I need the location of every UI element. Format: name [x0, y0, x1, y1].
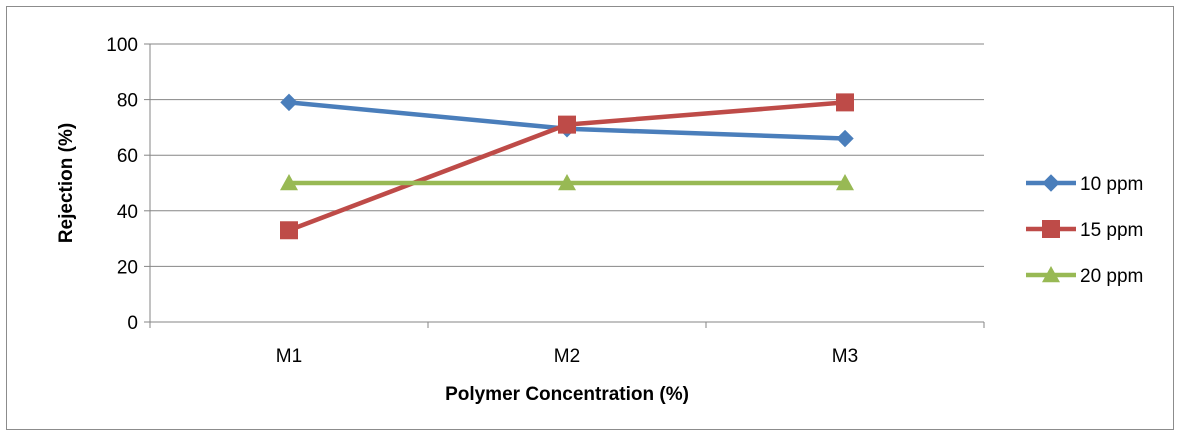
- legend-swatch-marker: [1042, 220, 1060, 238]
- x-axis-title: Polymer Concentration (%): [445, 384, 689, 405]
- legend-label: 20 ppm: [1080, 266, 1143, 287]
- x-tick-label-m3: M3: [832, 346, 858, 367]
- y-tick-label: 100: [106, 35, 138, 56]
- x-tick-label-m2: M2: [554, 346, 580, 367]
- series-20-ppm: [280, 174, 854, 191]
- chart-frame: [6, 6, 1174, 430]
- gridlines: [150, 43, 984, 267]
- y-tick-label: 20: [117, 257, 138, 278]
- data-point: [280, 93, 298, 112]
- y-tick-label: 0: [127, 313, 138, 334]
- data-point: [836, 129, 854, 148]
- series-15-ppm: [280, 93, 854, 240]
- data-point: [280, 174, 298, 191]
- legend-swatch-marker: [1042, 174, 1060, 192]
- legend-entry: 20 ppm: [1026, 266, 1143, 287]
- y-tick-label: 60: [117, 146, 138, 167]
- legend-entry: 15 ppm: [1026, 220, 1143, 241]
- y-axis-title: Rejection (%): [56, 123, 77, 243]
- axes: 0 20 40 60 80 100 M1 M2 M3: [106, 35, 985, 367]
- legend-swatch-marker: [1042, 266, 1060, 283]
- data-point: [558, 174, 576, 191]
- data-point: [836, 93, 854, 112]
- data-point: [280, 221, 298, 240]
- y-tick-label: 40: [117, 202, 138, 223]
- x-tick-label-m1: M1: [276, 346, 302, 367]
- data-point: [836, 174, 854, 191]
- legend-label: 15 ppm: [1080, 220, 1143, 241]
- series-group: [280, 93, 854, 240]
- y-tick-label: 80: [117, 91, 138, 112]
- data-point: [558, 115, 576, 134]
- legend-label: 10 ppm: [1080, 174, 1143, 195]
- legend-entry: 10 ppm: [1026, 174, 1143, 195]
- legend: 10 ppm 15 ppm 20 ppm: [1026, 174, 1143, 287]
